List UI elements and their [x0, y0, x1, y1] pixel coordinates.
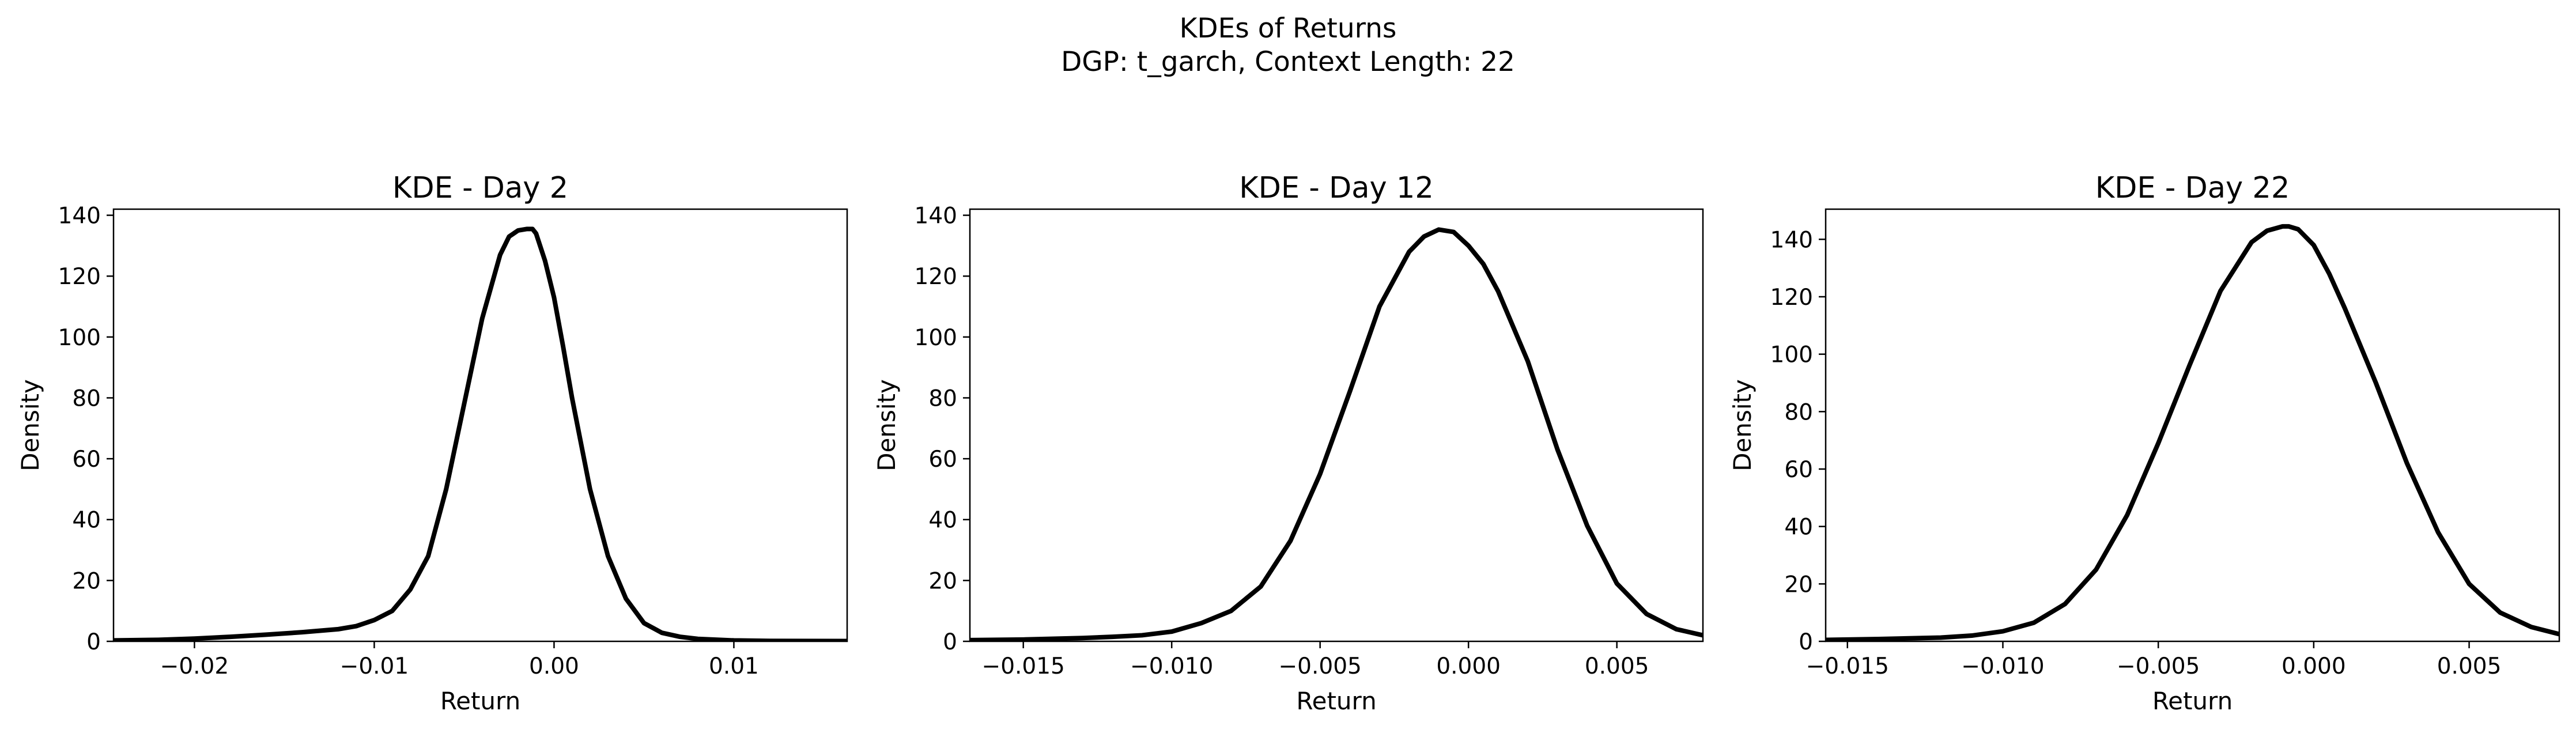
y-tick-label: 0 [1799, 629, 1813, 655]
y-axis-label: Density [16, 379, 44, 471]
chart-panels: −0.02 −0.01 0.00 0.01 0 20 40 60 80 100 120 140 KDE … [16, 171, 2560, 715]
y-tick-label: 120 [1770, 285, 1813, 311]
x-tick-label: −0.005 [1279, 653, 1362, 679]
y-tick-label: 40 [1784, 515, 1813, 541]
x-tick-label: −0.01 [340, 653, 409, 679]
y-tick-label: 140 [58, 203, 101, 229]
x-tick-label: 0.005 [2437, 653, 2502, 679]
x-tick-label: 0.000 [1436, 653, 1501, 679]
panel-title: KDE - Day 12 [1239, 171, 1434, 205]
kde-line [114, 226, 847, 641]
y-tick-label: 20 [72, 568, 101, 594]
x-tick-label: −0.005 [2117, 653, 2200, 679]
x-tick-label: 0.01 [709, 653, 759, 679]
y-tick-label: 60 [72, 447, 101, 473]
y-tick-label: 0 [86, 629, 101, 655]
y-tick-label: 20 [1784, 572, 1813, 598]
x-tick-label: −0.010 [1961, 653, 2044, 679]
x-tick-label: 0.00 [529, 653, 579, 679]
chart-panel-1: −0.02 −0.01 0.00 0.01 0 20 40 60 80 100 120 140 KDE … [16, 171, 848, 715]
kde-line [1826, 224, 2559, 641]
figure-subtitle: DGP: t_garch, Context Length: 22 [1061, 46, 1515, 78]
y-axis-label: Density [1728, 379, 1757, 471]
y-tick-label: 100 [58, 325, 101, 351]
y-tick-label: 0 [943, 629, 957, 655]
y-tick-label: 60 [1784, 457, 1813, 483]
chart-panel-3: −0.015 −0.010 −0.005 0.000 0.005 0 20 40 60 80 100… [1728, 171, 2560, 715]
x-tick-label: −0.015 [982, 653, 1065, 679]
axes-frame [1825, 208, 2560, 642]
panel-title: KDE - Day 22 [2095, 171, 2290, 205]
y-tick-label: 140 [1770, 227, 1813, 253]
x-tick-label: 0.000 [2282, 653, 2346, 679]
y-tick-label: 80 [72, 385, 101, 411]
y-tick-label: 120 [58, 264, 101, 290]
chart-panel-2: −0.015 −0.010 −0.005 0.000 0.005 0 20 40 60 80 100… [872, 171, 1704, 715]
x-tick-label: −0.02 [160, 653, 229, 679]
x-tick-label: 0.005 [1585, 653, 1649, 679]
axes-frame [969, 208, 1704, 642]
x-axis-label: Return [440, 687, 520, 715]
x-axis-label: Return [1296, 687, 1376, 715]
y-tick-label: 120 [915, 264, 957, 290]
y-tick-label: 100 [1770, 342, 1813, 368]
y-tick-label: 40 [928, 508, 957, 534]
y-tick-label: 60 [928, 447, 957, 473]
y-tick-label: 140 [915, 203, 957, 229]
y-axis-label: Density [872, 379, 901, 471]
y-tick-label: 100 [915, 325, 957, 351]
y-tick-label: 20 [928, 568, 957, 594]
kde-line [970, 227, 1703, 641]
figure-title: KDEs of Returns [1180, 13, 1397, 44]
x-tick-label: −0.010 [1130, 653, 1213, 679]
y-tick-label: 80 [928, 385, 957, 411]
y-tick-label: 80 [1784, 399, 1813, 425]
x-axis-label: Return [2152, 687, 2233, 715]
x-tick-label: −0.015 [1806, 653, 1889, 679]
panel-title: KDE - Day 2 [392, 171, 568, 205]
y-tick-label: 40 [72, 508, 101, 534]
axes-frame [112, 208, 848, 642]
